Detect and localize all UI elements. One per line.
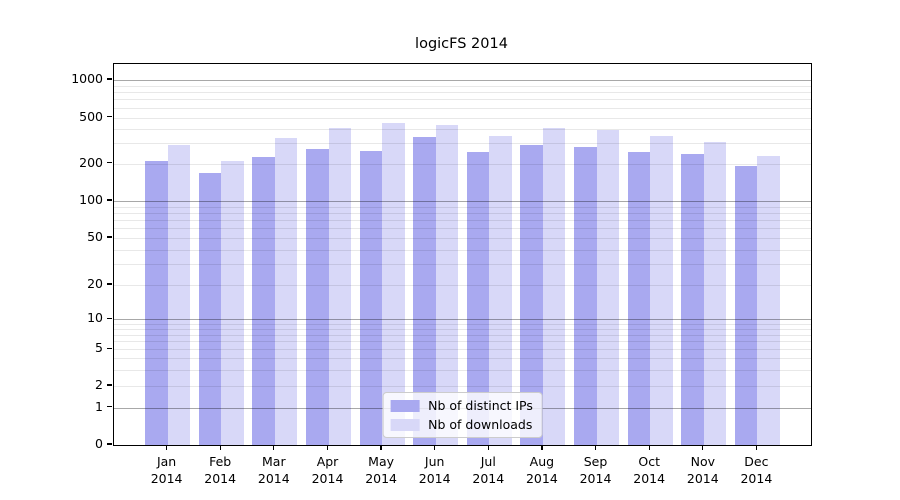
- bar-downloads-oct: [650, 136, 673, 445]
- bar-downloads-aug: [542, 128, 566, 445]
- x-tick-label-oct: Oct 2014: [633, 454, 666, 486]
- x-tick-label-nov: Nov 2014: [686, 454, 719, 486]
- bar-distinct-ips-may: [359, 150, 383, 445]
- bar-distinct-ips-oct: [627, 151, 651, 445]
- chart-title: logicFS 2014: [415, 36, 508, 52]
- bar-distinct-ips-mar: [252, 157, 275, 445]
- x-tick-mark: [380, 445, 382, 451]
- y-tick-label: 200: [79, 154, 103, 170]
- x-tick-mark: [648, 445, 650, 451]
- y-tick-label: 100: [79, 192, 103, 207]
- bar-downloads-apr: [328, 127, 351, 445]
- legend-row: Nb of downloads: [390, 417, 533, 432]
- legend-swatch-icon: [390, 399, 420, 412]
- y-tick-mark: [107, 199, 112, 201]
- y-tick-mark: [107, 347, 112, 349]
- plot-area: Nb of distinct IPs Nb of downloads: [113, 63, 812, 446]
- bar-distinct-ips-jun: [413, 137, 436, 445]
- bar-distinct-ips-jan: [145, 161, 168, 445]
- x-tick-label-jun: Jun 2014: [418, 454, 451, 486]
- y-tick-label: 20: [87, 276, 103, 291]
- bar-downloads-dec: [757, 156, 780, 445]
- x-tick-mark: [326, 445, 329, 451]
- x-tick-mark: [165, 445, 168, 451]
- legend-row: Nb of distinct IPs: [390, 398, 533, 413]
- bar-distinct-ips-aug: [520, 145, 543, 445]
- x-tick-label-jul: Jul 2014: [472, 454, 505, 486]
- y-tick-label: 1000: [71, 71, 103, 86]
- y-tick-mark: [107, 443, 112, 445]
- bar-distinct-ips-jul: [466, 151, 490, 445]
- x-tick-mark: [594, 445, 597, 451]
- legend: Nb of distinct IPs Nb of downloads: [382, 392, 543, 438]
- x-tick-mark: [702, 445, 704, 451]
- bar-distinct-ips-dec: [734, 165, 758, 445]
- bars-layer: [114, 64, 811, 445]
- y-tick-label: 10: [87, 310, 103, 326]
- bar-downloads-jan: [167, 145, 191, 445]
- x-tick-mark: [487, 445, 489, 451]
- x-tick-mark: [219, 445, 221, 451]
- x-tick-mark: [541, 445, 543, 451]
- bar-downloads-nov: [703, 141, 727, 445]
- bar-downloads-jul: [489, 136, 512, 445]
- bar-distinct-ips-feb: [198, 173, 222, 445]
- x-tick-label-mar: Mar 2014: [257, 454, 290, 486]
- legend-label: Nb of downloads: [428, 417, 533, 432]
- x-tick-label-may: May 2014: [365, 454, 397, 486]
- legend-swatch-icon: [390, 418, 420, 431]
- y-tick-mark: [107, 78, 112, 80]
- y-tick-mark: [107, 162, 112, 164]
- y-tick-mark: [107, 406, 112, 408]
- y-tick-label: 2: [95, 377, 103, 392]
- x-tick-label-jan: Jan 2014: [150, 454, 183, 486]
- bar-distinct-ips-sep: [574, 147, 597, 445]
- y-tick-mark: [107, 283, 112, 285]
- x-tick-label-apr: Apr 2014: [311, 454, 344, 486]
- x-tick-label-aug: Aug 2014: [525, 454, 558, 486]
- y-tick-label: 0: [95, 436, 103, 451]
- bar-downloads-mar: [274, 137, 298, 445]
- y-tick-label: 1: [95, 398, 103, 414]
- y-tick-mark: [107, 116, 112, 118]
- y-tick-label: 500: [79, 108, 103, 124]
- bar-downloads-jun: [435, 125, 459, 445]
- bar-downloads-feb: [221, 161, 244, 445]
- x-tick-mark: [755, 445, 758, 451]
- bar-distinct-ips-apr: [306, 149, 329, 445]
- x-tick-label-sep: Sep 2014: [579, 454, 612, 486]
- y-tick-label: 50: [87, 229, 103, 244]
- y-tick-mark: [107, 384, 112, 386]
- bar-downloads-may: [382, 122, 405, 445]
- bar-downloads-sep: [596, 130, 619, 445]
- bar-distinct-ips-nov: [681, 153, 704, 445]
- x-tick-mark: [434, 445, 436, 451]
- x-tick-label-feb: Feb 2014: [204, 454, 237, 486]
- x-tick-label-dec: Dec 2014: [740, 454, 773, 486]
- y-tick-mark: [107, 317, 112, 319]
- y-tick-mark: [107, 236, 112, 238]
- y-tick-label: 5: [95, 340, 103, 356]
- x-tick-mark: [273, 445, 275, 451]
- legend-label: Nb of distinct IPs: [428, 398, 533, 413]
